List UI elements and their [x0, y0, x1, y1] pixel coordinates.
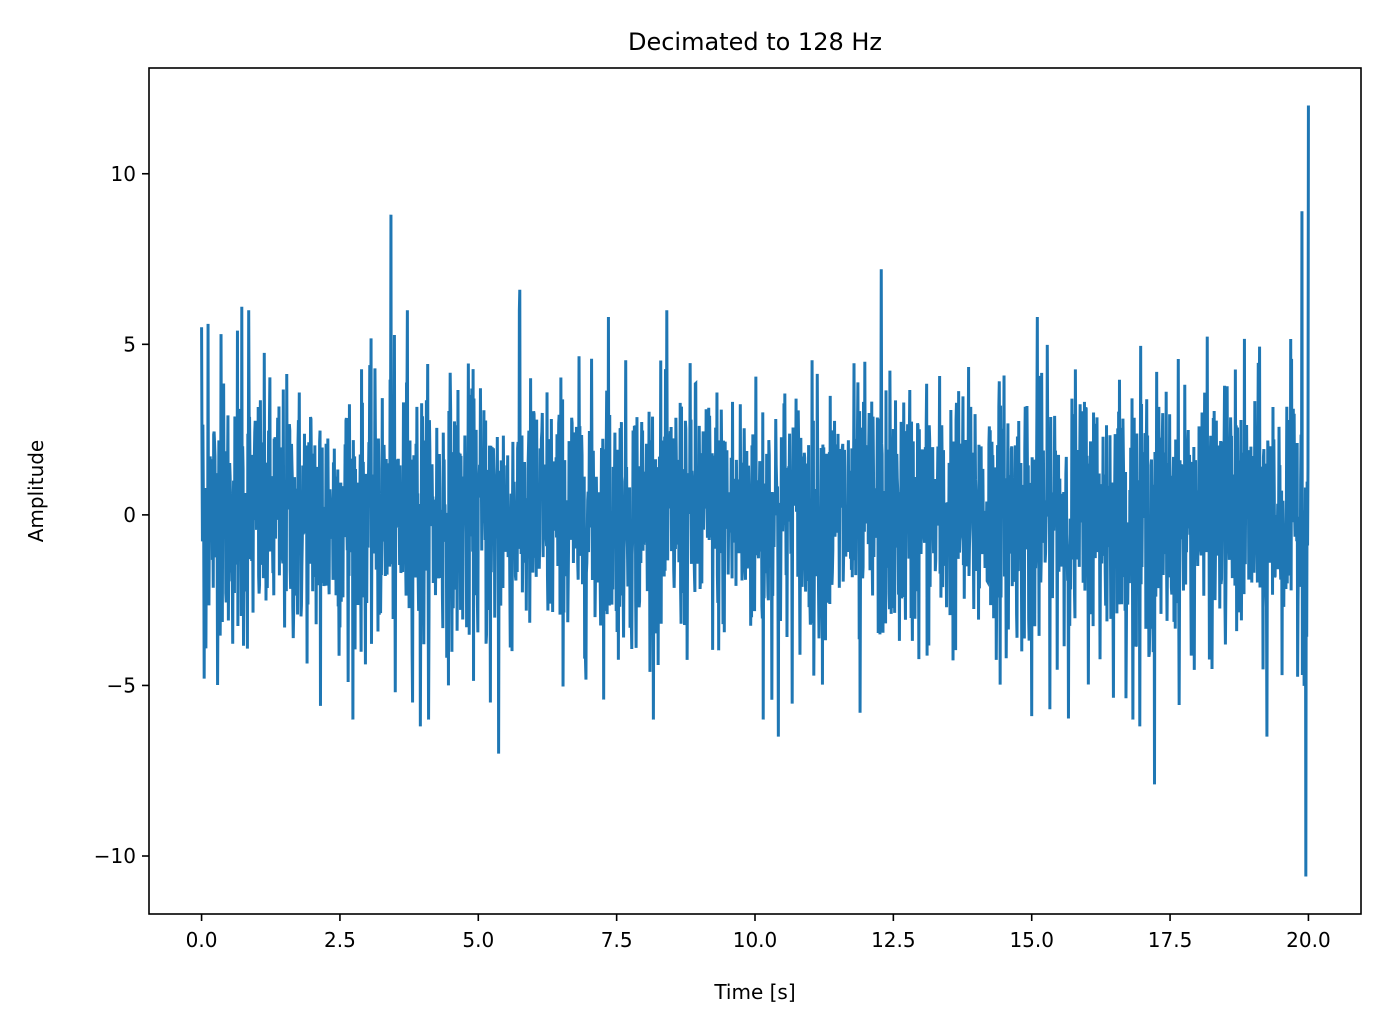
x-tick-label: 15.0: [1009, 928, 1054, 952]
series-line: [200, 105, 1310, 877]
y-tick-label: 5: [123, 332, 136, 356]
y-tick-label: 0: [123, 503, 136, 527]
y-axis-label: Amplitude: [24, 440, 48, 543]
x-tick-label: 12.5: [871, 928, 916, 952]
x-axis-label: Time [s]: [713, 980, 795, 1004]
y-tick-label: −10: [94, 844, 136, 868]
x-tick-label: 17.5: [1148, 928, 1193, 952]
axes-frame: [148, 67, 1362, 915]
x-tick-label: 5.0: [462, 928, 494, 952]
y-axis: −10 −5 0 5 10: [94, 162, 149, 868]
x-tick-label: 2.5: [324, 928, 356, 952]
x-axis: 0.0 2.5 5.0 7.5 10.0 12.5 15.0 17.5 20.0: [186, 914, 1331, 952]
chart-title: Decimated to 128 Hz: [628, 28, 882, 56]
x-tick-label: 20.0: [1286, 928, 1331, 952]
x-tick-label: 7.5: [601, 928, 633, 952]
x-tick-label: 10.0: [733, 928, 778, 952]
y-tick-label: −5: [107, 673, 136, 697]
y-tick-label: 10: [111, 162, 136, 186]
plot-area: [200, 105, 1310, 877]
x-tick-label: 0.0: [186, 928, 218, 952]
